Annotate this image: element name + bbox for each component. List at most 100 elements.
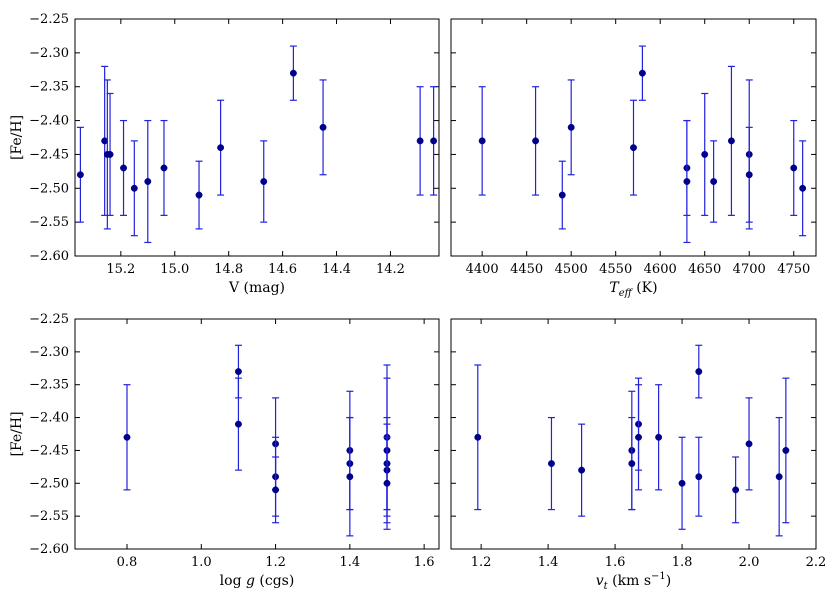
data-point: [234, 420, 242, 428]
x-tick-label: 1.6: [414, 555, 435, 570]
x-axis-label-main: v: [596, 573, 604, 589]
data-point: [678, 479, 686, 487]
data-point: [745, 440, 753, 448]
x-tick-label: 4450: [510, 262, 543, 277]
x-axis-label-main: T: [609, 280, 620, 296]
data-point: [76, 171, 84, 179]
data-point: [272, 486, 280, 494]
x-axis-label: vt (km s−1): [596, 571, 671, 592]
data-point: [346, 473, 354, 481]
plot-frame: [450, 318, 817, 550]
y-tick-label: −2.60: [29, 249, 69, 264]
x-tick-label: 2.0: [739, 555, 760, 570]
x-tick-label: 15.0: [160, 262, 189, 277]
x-tick-label: 4650: [688, 262, 721, 277]
data-point: [628, 460, 636, 468]
x-axis-label: V (mag): [228, 280, 285, 296]
y-tick-label: −2.45: [29, 147, 69, 162]
x-axis-label-unit: (km s: [608, 573, 651, 589]
x-axis-label-unit: (cgs): [255, 573, 294, 589]
y-tick-label: −2.40: [29, 411, 69, 426]
x-tick-label: 4600: [644, 262, 677, 277]
data-point: [474, 433, 482, 441]
data-point: [548, 460, 555, 468]
y-tick-label: −2.50: [29, 181, 69, 196]
x-tick-label: 1.8: [672, 555, 693, 570]
y-tick-label: −2.25: [29, 12, 69, 27]
data-point: [260, 178, 268, 185]
data-point: [695, 473, 703, 481]
data-point: [782, 446, 790, 454]
data-point: [727, 137, 735, 145]
panel-vt: 1.2 1.4 1.6 1.8 2.0 2.2 vt (km s−1): [450, 318, 827, 592]
x-tick-label: 4550: [599, 262, 632, 277]
plot-frame: [74, 18, 440, 257]
x-tick-label: 1.4: [538, 555, 559, 570]
x-tick-label: 4750: [777, 262, 810, 277]
data-point: [799, 184, 807, 192]
x-tick-label: 14.4: [322, 262, 351, 277]
x-tick-label: 4500: [555, 262, 588, 277]
data-point: [790, 164, 798, 172]
data-point: [195, 191, 203, 199]
x-tick-label: 14.6: [268, 262, 297, 277]
y-tick-label: −2.45: [29, 443, 69, 458]
data-point: [144, 178, 152, 185]
y-tick-label: −2.30: [29, 46, 69, 61]
data-point: [567, 123, 575, 131]
x-tick-label: 1.0: [191, 555, 212, 570]
data-point: [710, 178, 718, 185]
y-tick-label: −2.60: [29, 542, 69, 557]
x-axis-label-sub: eff: [619, 288, 634, 299]
x-axis-label-close: ): [666, 573, 671, 589]
x-axis-label-italic: g: [246, 573, 255, 589]
plot-frame: [450, 18, 817, 257]
data-point: [635, 433, 642, 441]
y-tick-label: −2.35: [29, 378, 69, 393]
x-axis-label-sup: −1: [651, 571, 666, 582]
x-tick-label: 2.2: [806, 555, 827, 570]
data-point: [416, 137, 424, 145]
data-point: [217, 144, 225, 152]
data-point: [630, 144, 637, 152]
data-point: [383, 479, 391, 487]
x-tick-label: 1.2: [265, 555, 286, 570]
data-point: [123, 433, 131, 441]
data-point: [120, 164, 127, 172]
x-axis-label: Teff (K): [609, 280, 657, 299]
data-point: [745, 171, 753, 179]
data-point: [638, 69, 646, 77]
x-axis-label: log g (cgs): [220, 573, 295, 589]
panel-logg: −2.60 −2.55 −2.50 −2.45 −2.40 −2.35 −2.30 −2.25…: [9, 312, 440, 589]
data-point: [655, 433, 663, 441]
data-point: [695, 368, 703, 376]
x-axis-label-unit: (K): [632, 280, 658, 296]
data-point: [478, 137, 486, 145]
data-point: [701, 150, 709, 158]
y-tick-label: −2.40: [29, 114, 69, 129]
y-tick-label: −2.50: [29, 476, 69, 491]
panel-v-mag: −2.60 −2.55 −2.50 −2.45 −2.40 −2.35 −2.30 −2.25…: [9, 12, 440, 296]
y-tick-label: −2.55: [29, 215, 69, 230]
data-point: [578, 466, 586, 474]
y-axis-label: [Fe/H]: [9, 115, 25, 160]
y-tick-label: −2.55: [29, 509, 69, 524]
y-tick-label: −2.35: [29, 80, 69, 95]
data-point: [234, 368, 242, 376]
y-axis-label: [Fe/H]: [9, 411, 25, 456]
data-point: [319, 123, 327, 131]
x-tick-label: 1.2: [471, 555, 492, 570]
x-tick-label: 14.8: [214, 262, 243, 277]
x-tick-label: 1.4: [340, 555, 361, 570]
data-point: [532, 137, 540, 145]
plot-frame: [74, 318, 440, 550]
data-point: [106, 150, 114, 158]
y-tick-label: −2.30: [29, 345, 69, 360]
y-tick-label: −2.25: [29, 312, 69, 327]
x-tick-label: 15.2: [106, 262, 135, 277]
data-point: [130, 184, 138, 192]
data-point: [289, 69, 297, 77]
data-point: [775, 473, 783, 481]
x-tick-label: 14.2: [376, 262, 405, 277]
